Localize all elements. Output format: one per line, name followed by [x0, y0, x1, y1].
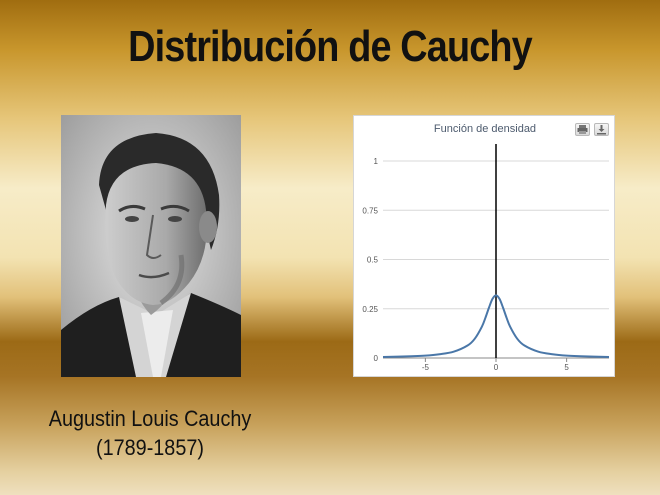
download-icon[interactable]	[594, 123, 609, 136]
density-curve	[382, 294, 610, 359]
chart-plot: 0 0.25 0.5 0.75 1 -5 0 5	[362, 144, 610, 372]
caption-years: (1789-1857)	[96, 435, 204, 460]
y-tick-label: 0	[374, 354, 379, 363]
printer-icon[interactable]	[575, 123, 590, 136]
density-chart: Función de densidad 0 0.25 0.5 0.75 1 -5 0 5	[353, 115, 615, 377]
portrait-image	[61, 115, 241, 377]
caption: Augustin Louis Cauchy (1789-1857)	[42, 404, 258, 462]
x-tick-label: 0	[494, 363, 499, 372]
y-tick-label: 0.75	[362, 206, 378, 215]
caption-name: Augustin Louis Cauchy	[48, 406, 252, 431]
x-tick-label: 5	[564, 363, 569, 372]
x-tick-label: -5	[422, 363, 430, 372]
y-tick-label: 1	[374, 157, 379, 166]
slide-title: Distribución de Cauchy	[128, 22, 533, 71]
y-tick-label: 0.25	[362, 305, 378, 314]
chart-title: Función de densidad	[433, 123, 537, 135]
y-tick-label: 0.5	[367, 256, 379, 265]
